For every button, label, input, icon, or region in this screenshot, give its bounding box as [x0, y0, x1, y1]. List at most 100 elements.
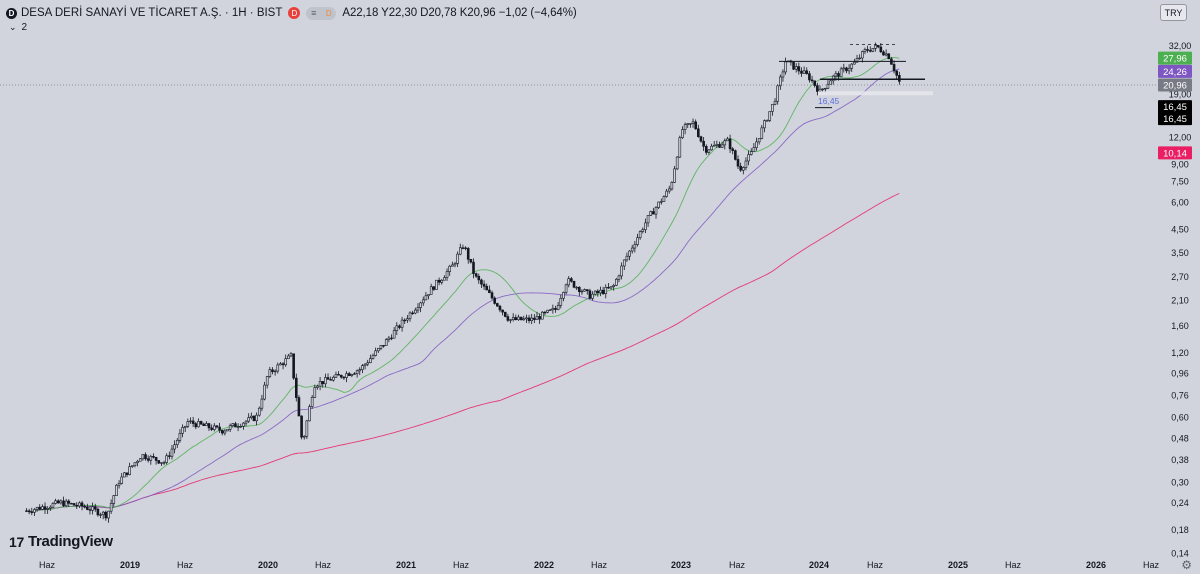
symbol-logo: D: [6, 7, 17, 19]
candle-body: [136, 460, 139, 463]
candle-body: [562, 292, 565, 299]
candle-body: [744, 160, 748, 168]
y-tick-label: 3,50: [1171, 248, 1189, 258]
symbol-title[interactable]: DESA DERİ SANAYİ VE TİCARET A.Ş. · 1H · …: [21, 7, 283, 19]
candle-body: [813, 80, 817, 86]
candle-body: [667, 188, 671, 192]
indicators-toggle[interactable]: ⌄ 2: [9, 22, 27, 33]
candle-body: [305, 420, 309, 437]
candle-body: [736, 159, 740, 167]
chart-legend: D DESA DERİ SANAYİ VE TİCARET A.Ş. · 1H …: [6, 5, 577, 21]
x-tick-label: Haz: [1143, 560, 1160, 570]
candle-body: [416, 307, 420, 311]
candle-body: [276, 364, 280, 372]
candle-body: [538, 316, 541, 320]
candle-body: [371, 355, 375, 359]
candle-body: [83, 506, 86, 508]
candle-body: [752, 147, 756, 152]
candle-body: [443, 277, 446, 281]
indicator-count: 2: [21, 22, 28, 33]
y-tick-label: 6,00: [1171, 197, 1189, 207]
candle-body: [115, 484, 118, 496]
open-value: 22,18: [349, 7, 379, 19]
candle-body: [310, 397, 314, 407]
candle-body: [199, 421, 203, 425]
candle-body: [226, 429, 229, 432]
candle-body: [498, 305, 502, 311]
candle-body: [588, 290, 592, 299]
candle-body: [482, 283, 486, 287]
candle-body: [874, 45, 877, 49]
currency-button[interactable]: TRY: [1160, 4, 1187, 21]
candle-body: [324, 377, 327, 385]
candle-body: [646, 215, 650, 224]
candle-body: [411, 312, 414, 314]
candle-body: [440, 279, 444, 283]
candle-body: [255, 414, 258, 422]
candle-body: [308, 406, 311, 422]
candle-body: [424, 295, 428, 301]
candle-body: [821, 88, 824, 91]
candle-body: [697, 128, 700, 137]
candle-body: [741, 167, 745, 171]
candle-body: [734, 150, 737, 160]
ma-long-line: [26, 192, 900, 513]
candle-body: [477, 275, 481, 281]
y-tick-label: 7,50: [1171, 177, 1189, 187]
candle-body: [30, 511, 34, 513]
gear-icon[interactable]: ⚙: [1181, 558, 1192, 572]
candle-body: [546, 309, 549, 313]
data-mode-pill[interactable]: ≡ D: [306, 6, 337, 20]
candle-body: [707, 149, 711, 153]
x-tick-label: 2023: [671, 560, 691, 570]
y-tick-label: 4,50: [1171, 224, 1189, 234]
candle-body: [564, 284, 568, 293]
candle-body: [810, 79, 814, 82]
candle-body: [358, 369, 362, 372]
candle-body: [189, 420, 192, 423]
candle-body: [223, 430, 227, 434]
candle-body: [316, 385, 319, 388]
candle-body: [403, 319, 407, 322]
candle-body: [657, 201, 660, 208]
candle-body: [337, 374, 340, 376]
candle-body: [683, 124, 687, 130]
candle-body: [112, 495, 116, 504]
candle-body: [86, 506, 89, 510]
candle-body: [363, 363, 367, 366]
candle-body: [78, 502, 81, 507]
candle-body: [268, 369, 272, 377]
candle-body: [779, 76, 782, 87]
candle-body: [361, 365, 364, 370]
candle-body: [765, 120, 769, 122]
candle-body: [107, 510, 110, 519]
candle-body: [601, 289, 605, 294]
candle-body: [400, 319, 404, 328]
candle-body: [797, 66, 801, 72]
candle-body: [882, 51, 885, 56]
candle-body: [739, 165, 742, 171]
x-tick-label: 2024: [809, 560, 829, 570]
tradingview-logo: 17 TradingView: [9, 533, 113, 550]
candle-body: [710, 145, 713, 151]
x-tick-label: Haz: [1005, 560, 1022, 570]
candle-body: [519, 316, 523, 321]
candle-body: [641, 229, 645, 232]
candle-body: [583, 289, 586, 292]
candle-body: [183, 425, 187, 428]
candle-body: [644, 222, 647, 230]
close-label: K: [459, 7, 468, 19]
candle-body: [376, 348, 380, 352]
candle-body: [506, 316, 510, 321]
candle-body: [794, 66, 798, 70]
candle-body: [27, 510, 31, 513]
x-tick-label: 2021: [396, 560, 416, 570]
candle-body: [474, 273, 478, 277]
candle-body: [146, 458, 150, 461]
candle-body: [46, 507, 49, 510]
candle-body: [898, 75, 901, 82]
flag-icon[interactable]: D: [288, 7, 301, 19]
y-tick-label: 19,00: [1169, 90, 1192, 100]
candle-body: [681, 129, 684, 138]
